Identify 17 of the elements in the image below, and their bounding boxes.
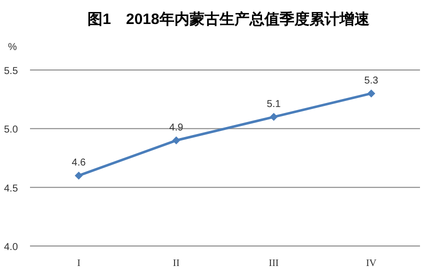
point <box>270 112 278 121</box>
x-tick-label: IV <box>366 258 378 269</box>
chart-title: 图1 2018年内蒙古生产总值季度累计增速 <box>88 10 370 28</box>
point <box>172 136 180 144</box>
data-label: 4.6 <box>72 158 86 169</box>
point <box>74 172 83 180</box>
y-tick-label: 4.5 <box>4 183 18 194</box>
point <box>367 89 376 98</box>
x-tick-label: I <box>77 258 80 269</box>
y-tick-label: 5.0 <box>4 124 18 136</box>
y-axis-title: % <box>8 42 17 53</box>
y-tick-label: 4.0 <box>4 242 18 253</box>
y-tick-label: 5.5 <box>4 66 18 77</box>
data-label: 5.3 <box>364 75 379 86</box>
x-tick-label: III <box>268 258 279 269</box>
x-tick-label: II <box>172 258 180 269</box>
data-label: 5.1 <box>266 98 282 110</box>
